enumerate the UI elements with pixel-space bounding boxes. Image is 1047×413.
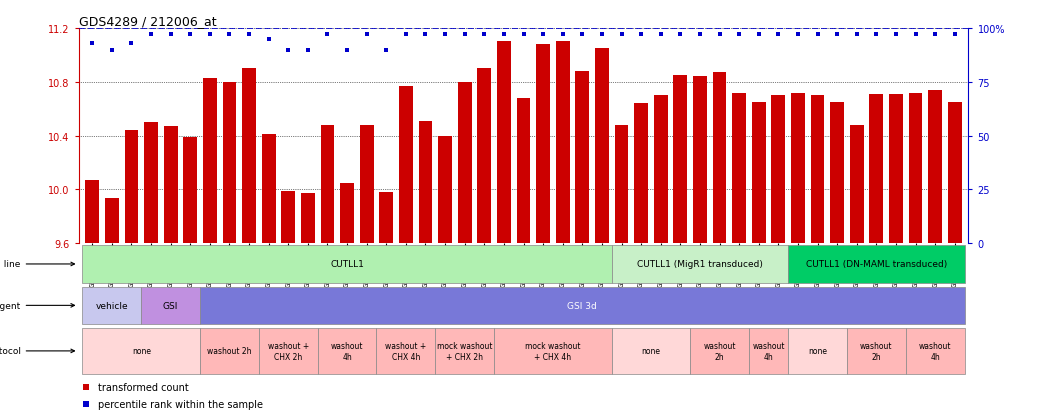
Bar [615,126,628,244]
Bar [317,328,377,374]
Bar [436,328,494,374]
Bar [869,95,884,244]
Bar [929,90,942,244]
Text: GDS4289 / 212006_at: GDS4289 / 212006_at [79,15,216,28]
Bar [788,246,964,283]
Bar [673,76,687,244]
Text: washout
4h: washout 4h [919,342,952,361]
Bar [125,131,138,244]
Bar [242,69,255,244]
Bar [300,194,315,244]
Bar [611,328,690,374]
Bar [792,93,805,244]
Bar [282,191,295,244]
Text: cell line: cell line [0,260,74,269]
Bar [183,138,197,244]
Bar [576,72,589,244]
Bar [494,328,611,374]
Bar [340,183,354,244]
Bar [788,328,847,374]
Text: washout
2h: washout 2h [860,342,893,361]
Bar [377,328,436,374]
Bar [83,246,611,283]
Text: none: none [132,347,151,356]
Bar [223,83,237,244]
Text: CUTLL1 (MigR1 transduced): CUTLL1 (MigR1 transduced) [637,260,763,269]
Bar [200,287,964,324]
Bar [477,69,491,244]
Text: mock washout
+ CHX 4h: mock washout + CHX 4h [526,342,581,361]
Bar [752,103,765,244]
Text: agent: agent [0,301,74,310]
Text: none: none [642,347,661,356]
Text: transformed count: transformed count [98,382,188,392]
Text: washout +
CHX 4h: washout + CHX 4h [385,342,426,361]
Bar [713,73,727,244]
Bar [399,87,413,244]
Text: washout +
CHX 2h: washout + CHX 2h [268,342,309,361]
Bar [556,42,570,244]
Bar [105,198,118,244]
Bar [850,126,864,244]
Bar [810,96,824,244]
Text: washout
2h: washout 2h [704,342,736,361]
Text: mock washout
+ CHX 2h: mock washout + CHX 2h [437,342,492,361]
Bar [360,126,374,244]
Text: washout 2h: washout 2h [207,347,251,356]
Bar [611,246,788,283]
Text: CUTLL1: CUTLL1 [330,260,364,269]
Bar [948,103,961,244]
Text: GSI 3d: GSI 3d [567,301,597,310]
Bar [379,192,393,244]
Text: protocol: protocol [0,347,74,356]
Bar [909,93,922,244]
Bar [595,49,608,244]
Text: GSI: GSI [163,301,178,310]
Bar [203,78,217,244]
Bar [320,126,334,244]
Bar [516,99,531,244]
Bar [536,45,550,244]
Text: washout
4h: washout 4h [331,342,363,361]
Bar [847,328,906,374]
Bar [419,121,432,244]
Bar [83,287,141,324]
Text: vehicle: vehicle [95,301,128,310]
Bar [259,328,317,374]
Bar [690,328,749,374]
Bar [906,328,964,374]
Text: CUTLL1 (DN-MAML transduced): CUTLL1 (DN-MAML transduced) [806,260,946,269]
Bar [86,180,99,244]
Bar [141,287,200,324]
Bar [163,127,178,244]
Bar [830,103,844,244]
Bar [749,328,788,374]
Bar [693,77,707,244]
Bar [262,135,275,244]
Bar [889,95,903,244]
Text: percentile rank within the sample: percentile rank within the sample [98,399,263,409]
Bar [772,96,785,244]
Bar [497,42,511,244]
Bar [144,123,158,244]
Text: none: none [808,347,827,356]
Bar [654,96,668,244]
Bar [83,328,200,374]
Bar [634,104,648,244]
Text: washout
4h: washout 4h [753,342,785,361]
Bar [732,93,745,244]
Bar [200,328,259,374]
Bar [439,136,452,244]
Bar [458,83,471,244]
